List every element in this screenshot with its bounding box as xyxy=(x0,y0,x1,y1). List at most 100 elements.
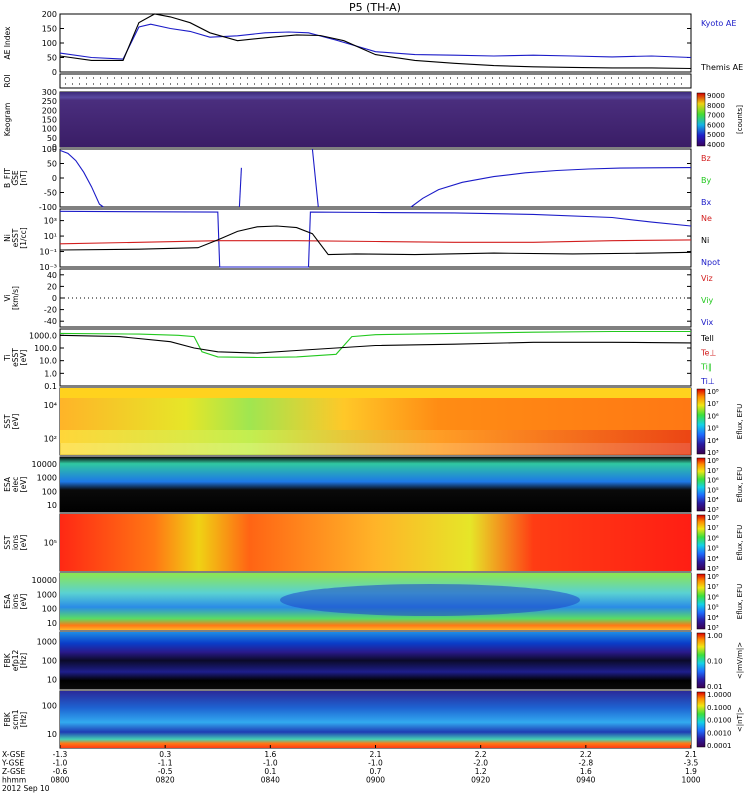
colorbar-tick-label: 10⁸ xyxy=(707,457,719,465)
sst-electron-heatmap-band xyxy=(60,388,691,398)
y-axis-label: ESA xyxy=(3,476,12,492)
colorbar-sst_e xyxy=(696,388,706,455)
esa-electron-heatmap xyxy=(60,457,691,512)
series-ne xyxy=(59,239,692,245)
y-axis-label: [eV] xyxy=(19,594,28,610)
colorbar-tick-label: 10⁷ xyxy=(707,400,719,408)
x-col-label: 0840 xyxy=(261,776,280,785)
series-bx xyxy=(59,149,104,208)
x-col-label: 0920 xyxy=(471,776,490,785)
esa-ion-blue-feature xyxy=(280,584,580,616)
y-axis-label: FBK xyxy=(3,652,12,667)
legend-entry: Bx xyxy=(701,198,711,207)
x-col-label: 1000 xyxy=(681,776,700,785)
y-axis-label: eSST xyxy=(11,348,20,367)
colorbar-tick-label: 0.1000 xyxy=(707,704,732,712)
y-tick-label: 50 xyxy=(47,134,57,143)
x-col-label: -2.8 xyxy=(579,759,594,768)
y-tick-label: 0 xyxy=(52,68,57,77)
series-kyoto-ae xyxy=(59,23,692,60)
y-tick-label: 1000.0 xyxy=(29,331,57,340)
legend-entry: Viz xyxy=(701,274,713,283)
y-tick-label: 10 xyxy=(47,619,57,628)
sst-electron-heatmap-lower xyxy=(60,430,691,455)
series-tell xyxy=(59,330,691,359)
y-tick-label: -100 xyxy=(39,203,57,212)
colorbar-tick-label: 10⁶ xyxy=(707,593,719,601)
y-axis-label: elec xyxy=(11,477,20,492)
panel-vi: Vi [km/s] -40 -20 0 20 40 Viz Viy Vix xyxy=(3,268,714,328)
legend-entry: Ni xyxy=(701,236,709,245)
x-col-label: 2.1 xyxy=(370,750,382,759)
y-tick-label: 1000 xyxy=(37,474,57,483)
y-axis-label: Ni xyxy=(3,234,12,242)
x-row-label: X-GSE xyxy=(2,750,25,759)
y-tick-label: 1000 xyxy=(37,638,57,647)
y-axis-label: ESA xyxy=(3,593,12,609)
y-axis-label: Keogram xyxy=(3,103,12,137)
colorbar-tick-label: 10⁶ xyxy=(707,412,719,420)
colorbar-fbk_e xyxy=(696,632,706,689)
fbk-efield-heatmap xyxy=(60,632,691,689)
colorbar-label: [counts] xyxy=(736,105,744,134)
x-col-label: -1.0 xyxy=(368,759,383,768)
y-tick-label: 10⁵ xyxy=(44,539,57,548)
panel-ae: AE Index 0 50 100 150 200 Kyoto AE Themis AE xyxy=(3,10,743,77)
colorbar-tick-label: 10⁸ xyxy=(707,514,719,522)
y-axis-label: SST xyxy=(3,535,12,550)
legend-entry: Kyoto AE xyxy=(701,19,736,28)
colorbar-tick-label: 5000 xyxy=(707,131,725,139)
y-tick-label: 50 xyxy=(47,54,57,63)
y-tick-label: 10⁻¹ xyxy=(39,248,57,257)
y-tick-label: 150 xyxy=(42,116,57,125)
x-row-label: Y-GSE xyxy=(1,759,24,768)
colorbar-tick-label: 0.10 xyxy=(707,658,723,666)
x-col-label: 0.1 xyxy=(264,767,276,776)
y-tick-label: 100.0 xyxy=(34,344,57,353)
y-axis-label: Ti xyxy=(3,354,12,361)
x-col-label: -2.0 xyxy=(473,759,488,768)
colorbar-tick-label: 10⁷ xyxy=(707,524,719,532)
y-tick-label: -50 xyxy=(44,189,57,198)
colorbar-label: <|mV/m|> xyxy=(736,642,744,679)
x-row-label: 2012 Sep 10 xyxy=(2,784,50,793)
colorbar-label: Eflux, EFU xyxy=(736,584,744,619)
panel-frame xyxy=(59,148,692,208)
y-tick-label: 100 xyxy=(42,125,57,134)
series-ti xyxy=(59,334,692,354)
colorbar-tick-label: 10⁴ xyxy=(707,614,719,622)
x-col-label: -1.0 xyxy=(263,759,278,768)
colorbar-tick-label: 0.0001 xyxy=(707,742,732,750)
x-col-label: 1.6 xyxy=(580,767,592,776)
y-tick-label: 10¹ xyxy=(44,232,57,241)
y-axis-label: scm1 xyxy=(11,709,20,729)
spectrogram-group xyxy=(60,92,691,748)
colorbar-tick-label: 10⁷ xyxy=(707,583,719,591)
y-tick-label: -40 xyxy=(44,317,57,326)
colorbar-tick-label: 10⁶ xyxy=(707,534,719,542)
y-tick-label: 50 xyxy=(47,160,57,169)
x-col-label: -1.3 xyxy=(53,750,68,759)
y-tick-label: 10 xyxy=(47,730,57,739)
x-col-label: -1.1 xyxy=(158,759,173,768)
colorbar-sst_i xyxy=(696,514,706,571)
y-tick-label: 10⁻³ xyxy=(39,263,57,272)
series-ni xyxy=(59,225,692,256)
y-axis-label: B_FIT xyxy=(3,168,12,188)
colorbar-tick-label: 10⁴ xyxy=(707,496,719,504)
colorbar-tick-label: 10⁷ xyxy=(707,467,719,475)
y-axis-label: [eV] xyxy=(19,350,28,366)
y-tick-label: 10000 xyxy=(32,460,57,469)
x-col-label: 0940 xyxy=(576,776,595,785)
colorbar-tick-label: 10⁵ xyxy=(707,545,719,553)
y-axis-label: [km/s] xyxy=(11,286,20,310)
y-tick-label: 100 xyxy=(42,487,57,496)
series-themis-ae xyxy=(59,13,692,70)
fbk-bfield-heatmap xyxy=(60,691,691,748)
x-col-label: 1.6 xyxy=(264,750,276,759)
legend-entry: Ti⊥ xyxy=(700,377,715,386)
y-axis-label: Vi xyxy=(3,294,12,301)
keogram-heatmap xyxy=(60,92,691,147)
